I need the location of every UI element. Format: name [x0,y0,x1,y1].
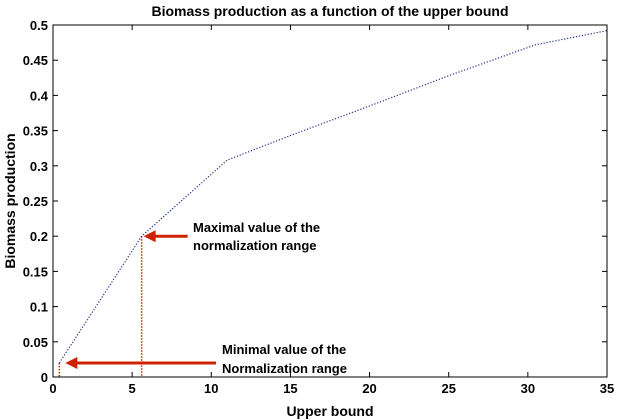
x-tick-label: 0 [49,381,56,396]
y-tick-label: 0.2 [30,229,48,244]
min-annotation-line2: Normalization range [222,361,347,376]
y-tick-label: 0.1 [30,300,48,315]
x-tick-label: 35 [600,381,614,396]
y-tick-label: 0.15 [23,264,48,279]
chart-title: Biomass production as a function of the … [152,3,509,19]
max-arrow-head [143,230,156,243]
x-tick-label: 25 [441,381,455,396]
x-tick-label: 5 [129,381,136,396]
y-tick-label: 0.05 [23,335,48,350]
y-axis-label: Biomass production [2,133,18,268]
max-annotation-line2: normalization range [193,238,317,253]
y-tick-label: 0.35 [23,124,48,139]
axis-ticks: 0 5 10 15 20 25 30 35 0 0.05 0.1 0.15 0.2 0.25 0.3 0.35… [23,18,615,396]
y-tick-label: 0 [41,370,48,385]
y-tick-label: 0.4 [30,88,49,103]
min-annotation-line1: Minimal value of the [222,342,346,357]
x-tick-label: 30 [521,381,535,396]
annotation-markers [58,230,216,377]
y-tick-label: 0.25 [23,194,48,209]
y-tick-label: 0.5 [30,18,48,33]
x-tick-label: 20 [362,381,376,396]
x-tick-label: 10 [204,381,218,396]
min-arrow-head [65,357,78,369]
x-axis-label: Upper bound [286,403,373,419]
series-layer [58,30,608,364]
y-tick-label: 0.3 [30,159,48,174]
series-line [58,30,608,364]
x-tick-label: 15 [283,381,297,396]
annotation-labels: Maximal value of the normalization range M… [193,220,347,376]
plot-frame [52,24,608,378]
y-tick-label: 0.45 [23,53,48,68]
max-annotation-line1: Maximal value of the [193,220,320,235]
